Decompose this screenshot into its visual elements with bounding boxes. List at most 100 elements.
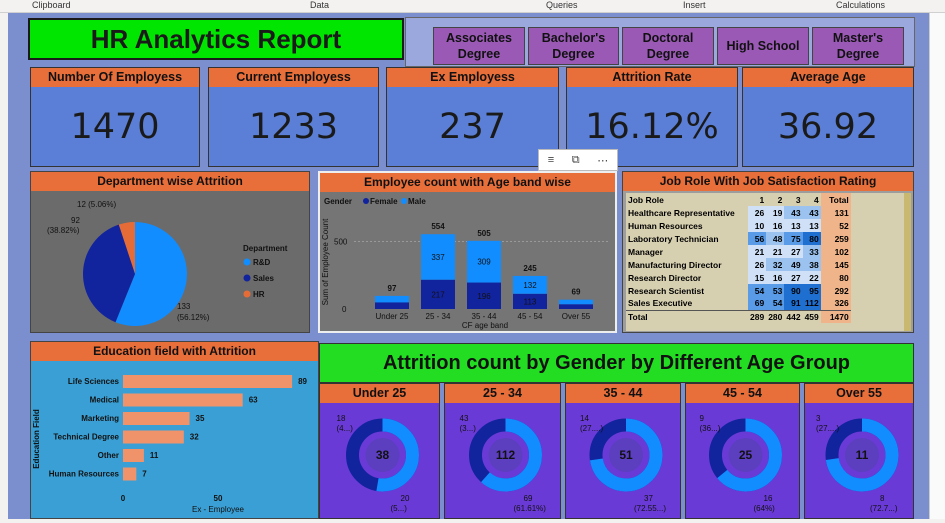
donut-center-value: 38 [376, 448, 390, 462]
donut-label-a-pct: (3...) [460, 424, 477, 433]
donut-label-b-pct: (5...) [391, 504, 408, 513]
edu-field-label: Marketing [81, 414, 119, 423]
donut-chart: 25 9(36...) 16(64%) [700, 414, 782, 513]
matrix-cell: Laboratory Technician [628, 233, 719, 244]
right-pane-collapsed[interactable] [929, 13, 945, 519]
matrix-cell: 112 [802, 297, 821, 310]
matrix-row: Research Scientist 54 53 90 95 292 [626, 284, 851, 297]
matrix-scrollbar[interactable] [904, 193, 911, 331]
donut-male-arc [469, 418, 542, 492]
y-tick-0: 0 [342, 305, 347, 314]
matrix-cell: 13 [802, 219, 821, 232]
matrix-cell: 19 [766, 206, 785, 219]
panel-title: Job Role With Job Satisfaction Rating [623, 172, 913, 191]
matrix-cell: 38 [802, 258, 821, 271]
kpi-average-age: Average Age 36.92 [742, 67, 914, 167]
ribbon: Clipboard Data Queries Insert Calculatio… [0, 0, 945, 13]
bar-female [559, 304, 593, 309]
matrix-cell: 90 [784, 284, 803, 297]
donut-center [365, 438, 400, 472]
matrix-cell: 10 [748, 219, 767, 232]
ribbon-queries[interactable]: Queries [546, 0, 578, 10]
pie-legend-item: HR [253, 290, 265, 299]
ribbon-clipboard[interactable]: Clipboard [32, 0, 71, 10]
matrix-cell: Human Resources [628, 220, 703, 231]
panel-title: Department wise Attrition [31, 172, 309, 191]
bar-legend-title: Gender [324, 197, 352, 206]
matrix-cell: 26 [748, 206, 767, 219]
donut-label-a-pct: (27....) [816, 424, 839, 433]
matrix-cell: Sales Executive [628, 298, 693, 309]
ribbon-calculations[interactable]: Calculations [836, 0, 886, 10]
donut-male-arc [825, 418, 899, 492]
bar-female [421, 279, 455, 309]
x-tick-label: Over 55 [562, 312, 591, 321]
edu-bar-value: 35 [196, 414, 205, 423]
matrix-cell: 13 [784, 219, 803, 232]
matrix-cell: 54 [748, 284, 767, 297]
kpi-number-of-employees: Number Of Employess 1470 [30, 67, 200, 167]
matrix-cell: Total [628, 311, 648, 322]
matrix-cell: 442 [786, 311, 801, 322]
pie-slice-sales [82, 224, 135, 323]
matrix-cell: 289 [750, 311, 765, 322]
ribbon-insert[interactable]: Insert [683, 0, 706, 10]
report-title: HR Analytics Report [28, 18, 404, 60]
y-axis-label: Education Field [32, 409, 41, 469]
kpi-label: Average Age [743, 68, 913, 87]
kpi-value: 16.12% [585, 107, 719, 147]
matrix-cell: 1 [759, 194, 765, 205]
education-attrition-panel: Education field with Attrition Life Scie… [30, 341, 319, 519]
bar-label-female: 196 [477, 292, 491, 301]
matrix-cell: 326 [820, 297, 851, 310]
edu-field-label: Technical Degree [53, 433, 119, 442]
matrix-cell: 16 [766, 219, 785, 232]
donut-center-value: 112 [496, 448, 516, 462]
edu-bar-value: 63 [249, 396, 258, 405]
edu-bar [123, 412, 190, 425]
bar-male [467, 240, 501, 283]
gender-donut-3: 45 - 54 25 9 (36...) 16 (64%) [685, 383, 800, 519]
gender-donut-1: 25 - 34 112 43 (3...) 69 (61.61%) [444, 383, 561, 519]
slicer-doctoral[interactable]: Doctoral Degree [622, 27, 714, 65]
slicer-masters[interactable]: Master's Degree [812, 27, 904, 65]
bar-total-label: 97 [388, 284, 397, 293]
visual-toolbar: ≡ ⧉ ⋯ [538, 149, 618, 171]
edu-bar [123, 375, 293, 388]
department-attrition-panel: Department wise Attrition 12 (5.06%) 92 (3… [30, 171, 310, 333]
donut-chart: 51 14(27....) 37(72.55...) [580, 414, 666, 513]
legend-marker [363, 198, 369, 204]
matrix-cell: 21 [748, 245, 767, 258]
donut-label-a-pct: (27....) [580, 424, 603, 433]
matrix-cell: 80 [820, 271, 851, 284]
pie-label-sales: 92 [71, 216, 80, 225]
slicer-associates[interactable]: Associates Degree [433, 27, 525, 65]
donut-title: 35 - 44 [566, 384, 680, 403]
donut-center [845, 438, 879, 472]
kpi-label: Number Of Employess [31, 68, 199, 87]
edu-bar [123, 430, 184, 444]
edu-bar-value: 7 [142, 470, 147, 479]
gender-donut-4: Over 55 11 3 (27....) 8 (72.7...) [804, 383, 914, 519]
focus-mode-icon[interactable]: ⧉ [571, 153, 580, 166]
ribbon-data[interactable]: Data [310, 0, 330, 10]
matrix-cell: 27 [784, 271, 803, 284]
edu-bar [123, 449, 144, 462]
bar-label-female: 217 [431, 290, 445, 299]
pie-label-rd-pct: (56.12%) [177, 313, 210, 322]
edu-bar-value: 32 [190, 433, 199, 442]
filter-icon[interactable]: ≡ [547, 154, 555, 166]
education-bar-chart: Life Sciences 89 Medical 63 Marketing 35 Techn… [32, 375, 308, 514]
donut-label-a: 43 [460, 414, 469, 423]
slicer-bachelors[interactable]: Bachelor's Degree [528, 27, 619, 65]
donut-label-b-pct: (61.61%) [514, 504, 547, 513]
legend-marker [243, 290, 251, 298]
kpi-ex-employees: Ex Employess 237 [386, 67, 559, 167]
matrix-row: Sales Executive 69 54 91 112 326 [626, 297, 851, 310]
matrix-cell: 27 [784, 245, 803, 258]
matrix-cell: 26 [748, 258, 767, 271]
slicer-high-school[interactable]: High School [717, 27, 809, 65]
more-options-icon[interactable]: ⋯ [597, 154, 609, 167]
matrix-cell: Job Role [628, 194, 664, 205]
matrix-total: Total 289 280 442 459 1470 [626, 310, 851, 323]
